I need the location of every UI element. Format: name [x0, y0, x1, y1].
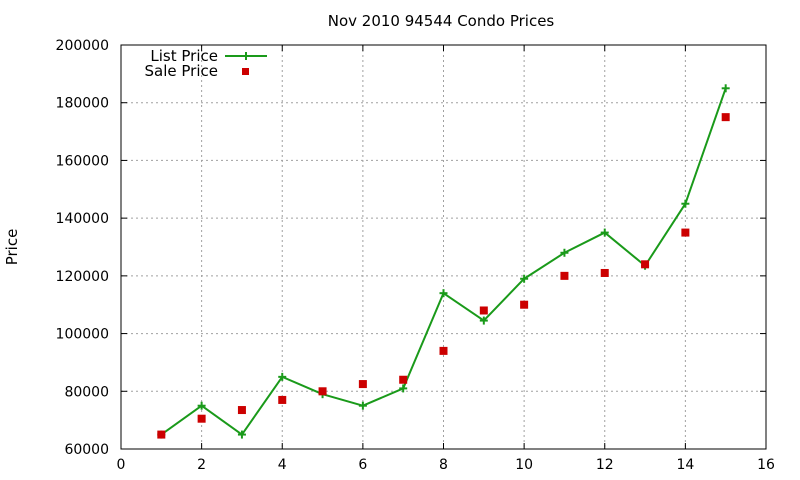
- data-point-sale-price: [439, 346, 448, 355]
- data-point-list-price: [681, 199, 690, 208]
- legend-label-sale-price: Sale Price: [145, 62, 218, 80]
- x-tick-label: 2: [197, 457, 206, 473]
- data-point-list-price: [721, 84, 730, 93]
- data-point-sale-price: [479, 306, 488, 315]
- data-point-sale-price: [520, 300, 529, 309]
- series: [157, 84, 730, 439]
- data-point-list-price: [479, 316, 488, 325]
- y-tick-label: 100000: [56, 327, 109, 343]
- chart-title: Nov 2010 94544 Condo Prices: [328, 12, 555, 30]
- data-point-sale-price: [318, 387, 327, 396]
- x-tick-label: 0: [117, 457, 126, 473]
- x-tick-label: 8: [439, 457, 448, 473]
- data-point-list-price: [237, 430, 246, 439]
- data-point-sale-price: [560, 271, 569, 280]
- y-axis-label: Price: [3, 229, 21, 266]
- data-point-sale-price: [197, 414, 206, 423]
- legend-marker-sale-price: [242, 68, 249, 75]
- legend-marker-list-price: [242, 52, 250, 60]
- data-point-list-price: [197, 401, 206, 410]
- y-tick-label: 60000: [64, 442, 109, 458]
- data-point-sale-price: [600, 268, 609, 277]
- y-tick-label: 160000: [56, 153, 109, 169]
- data-point-list-price: [278, 372, 287, 381]
- legend-label-list-price: List Price: [150, 47, 218, 65]
- data-point-list-price: [439, 289, 448, 298]
- y-tick-label: 200000: [56, 38, 109, 54]
- data-point-list-price: [600, 228, 609, 237]
- data-point-sale-price: [358, 380, 367, 389]
- data-point-sale-price: [237, 406, 246, 415]
- x-tick-label: 4: [278, 457, 287, 473]
- legend: List Price Sale Price: [145, 47, 267, 80]
- y-tick-label: 80000: [64, 384, 109, 400]
- data-point-sale-price: [681, 228, 690, 237]
- data-point-sale-price: [721, 113, 730, 122]
- x-tick-label: 14: [676, 457, 694, 473]
- y-tick-label: 140000: [56, 211, 109, 227]
- data-point-sale-price: [641, 260, 650, 269]
- data-point-sale-price: [399, 375, 408, 384]
- data-point-sale-price: [157, 430, 166, 439]
- data-point-list-price: [560, 248, 569, 257]
- legend-plus-marker: [242, 52, 250, 60]
- x-tick-label: 6: [358, 457, 367, 473]
- grid: [121, 45, 766, 449]
- series-sale-price: [157, 113, 730, 439]
- y-tick-label: 120000: [56, 269, 109, 285]
- data-point-list-price: [399, 384, 408, 393]
- data-point-list-price: [520, 274, 529, 283]
- x-tick-label: 10: [515, 457, 533, 473]
- y-tick-label: 180000: [56, 96, 109, 112]
- x-tick-label: 16: [757, 457, 775, 473]
- x-tick-label: 12: [596, 457, 614, 473]
- data-point-sale-price: [278, 395, 287, 404]
- data-point-list-price: [358, 401, 367, 410]
- axis-ticks: 0 2 4 6 8 10 12 14 16 60000 80000 100000 120000 14000…: [56, 38, 775, 473]
